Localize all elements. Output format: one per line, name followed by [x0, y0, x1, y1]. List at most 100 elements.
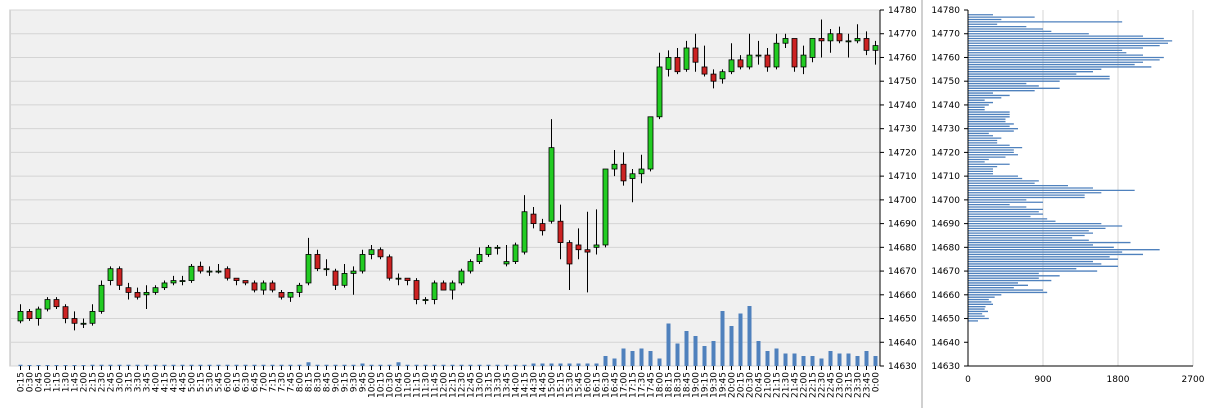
candle-body	[206, 270, 213, 273]
y-tick-label: 14750	[931, 77, 960, 87]
y-tick-label: 14740	[888, 101, 917, 111]
volume-bar	[162, 364, 167, 366]
x-tick-label: 7:00	[260, 372, 270, 392]
volume-bar	[774, 348, 779, 366]
x-tick-label: 21:30	[782, 372, 792, 398]
volume-bar	[45, 365, 50, 366]
volume-bar	[639, 348, 644, 366]
y-tick-label: 14710	[931, 172, 960, 182]
volume-bar	[18, 364, 23, 366]
volume-bar	[846, 353, 851, 366]
y-tick-label: 14770	[888, 30, 917, 40]
candle-body	[161, 282, 168, 289]
volume-bar	[810, 356, 815, 366]
candle-body	[17, 311, 24, 322]
candle-body	[539, 223, 546, 232]
x-tick-label: 0:30	[26, 372, 36, 392]
x-tick-label: 19:30	[710, 372, 720, 398]
x-tick-label: 20:45	[755, 372, 765, 398]
candle-body	[440, 282, 447, 291]
candle-body	[593, 244, 600, 248]
x-tick-label: 17:15	[629, 372, 639, 398]
volume-bar	[594, 363, 599, 366]
candle-body	[143, 292, 150, 296]
volume-bar	[738, 313, 743, 366]
volume-bar	[252, 364, 257, 366]
y-tick-label: 14780	[931, 6, 960, 16]
x-tick-label: 10:45	[395, 372, 405, 398]
volume-bar	[360, 363, 365, 366]
volume-bar	[612, 358, 617, 366]
x-tick-label: 5:45	[215, 372, 225, 392]
volume-bar	[603, 356, 608, 366]
x-tick-label: 2700	[1182, 375, 1205, 385]
x-tick-label: 9:30	[350, 372, 360, 392]
x-tick-label: 16:30	[602, 372, 612, 398]
candle-body	[476, 254, 483, 262]
x-tick-label: 21:00	[764, 372, 774, 398]
x-tick-label: 9:45	[359, 372, 369, 392]
volume-bar	[747, 306, 752, 366]
x-tick-label: 23:00	[836, 372, 846, 398]
volume-bar	[387, 364, 392, 366]
candle-body	[548, 147, 555, 222]
candle-body	[26, 311, 33, 319]
x-tick-label: 8:15	[305, 372, 315, 392]
candle-body	[782, 38, 789, 44]
volume-bar	[513, 364, 518, 366]
x-tick-label: 16:15	[593, 372, 603, 398]
x-tick-label: 3:00	[116, 372, 126, 392]
candle-body	[125, 287, 132, 293]
volume-bar	[135, 364, 140, 366]
y-tick-label: 14690	[931, 220, 960, 230]
volume-bar	[765, 351, 770, 366]
y-tick-label: 14730	[888, 125, 917, 135]
candle-body	[530, 213, 537, 225]
candle-body	[323, 268, 330, 271]
candle-body	[260, 282, 267, 291]
volume-bar	[72, 365, 77, 366]
y-tick-label: 14700	[888, 196, 917, 206]
candle-body	[467, 261, 474, 272]
candle-body	[773, 42, 780, 68]
candle-body	[764, 54, 771, 68]
x-tick-label: 13:00	[476, 372, 486, 398]
candle-body	[215, 270, 222, 273]
volume-bar	[180, 364, 185, 366]
volume-bar	[243, 364, 248, 366]
x-tick-label: 18:00	[656, 372, 666, 398]
x-tick-label: 17:00	[620, 372, 630, 398]
volume-bar	[99, 364, 104, 366]
x-tick-label: 14:30	[530, 372, 540, 398]
candle-body	[791, 38, 798, 68]
volume-bar	[405, 364, 410, 366]
candle-body	[521, 211, 528, 253]
candle-body	[251, 282, 258, 291]
candle-body	[53, 299, 60, 308]
volume-bar	[630, 351, 635, 366]
volume-bar	[576, 363, 581, 366]
candle-body	[314, 254, 321, 270]
candle-body	[458, 270, 465, 284]
candle-body	[845, 40, 852, 43]
x-tick-label: 10:00	[368, 372, 378, 398]
volume-bar	[396, 362, 401, 366]
x-tick-label: 15:30	[566, 372, 576, 398]
x-tick-label: 4:15	[161, 372, 171, 392]
x-tick-label: 19:00	[692, 372, 702, 398]
candle-body	[872, 45, 879, 51]
x-tick-label: 22:00	[800, 372, 810, 398]
candle-body	[287, 292, 294, 298]
volume-bar	[621, 348, 626, 366]
volume-bar	[153, 364, 158, 366]
volume-bar	[90, 364, 95, 366]
volume-bar	[81, 365, 86, 366]
x-tick-label: 15:45	[575, 372, 585, 398]
volume-bar	[333, 364, 338, 366]
x-tick-label: 20:15	[737, 372, 747, 398]
volume-bar	[450, 364, 455, 366]
x-tick-label: 2:30	[98, 372, 108, 392]
volume-bar	[504, 364, 509, 366]
candle-body	[701, 66, 708, 75]
x-tick-label: 8:45	[323, 372, 333, 392]
